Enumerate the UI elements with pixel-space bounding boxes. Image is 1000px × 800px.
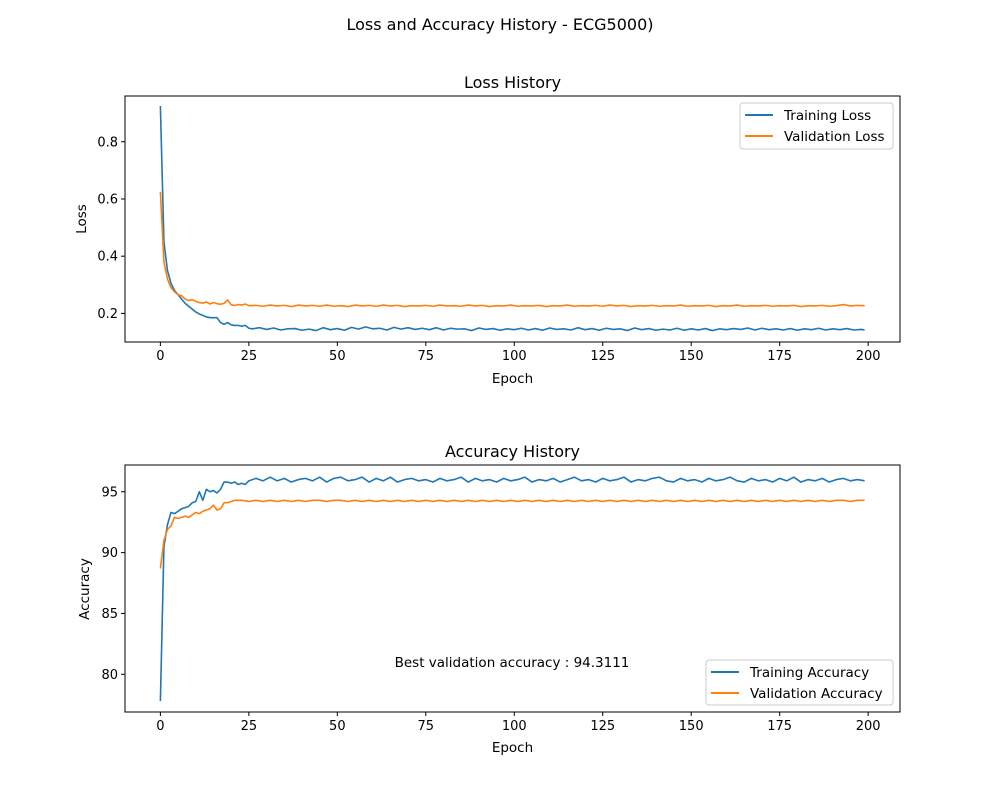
validation-loss-legend-label: Validation Loss (784, 129, 885, 145)
accuracy-x-tick-label: 100 (502, 719, 527, 734)
accuracy-y-tick-label: 90 (101, 546, 118, 561)
accuracy-x-tick-label: 125 (590, 719, 615, 734)
accuracy-chart-title: Accuracy History (445, 442, 580, 461)
accuracy-legend-box (705, 659, 894, 706)
validation-accuracy-legend-label: Validation Accuracy (750, 686, 883, 702)
accuracy-y-tick-label: 95 (101, 485, 118, 500)
accuracy-y-tick-label: 85 (101, 607, 118, 622)
accuracy-x-tick-label: 75 (418, 719, 435, 734)
loss-y-tick-label: 0.8 (97, 135, 118, 150)
accuracy-y-tick-label: 80 (101, 668, 118, 683)
loss-chart-title: Loss History (464, 73, 561, 92)
loss-y-tick-label: 0.2 (97, 307, 118, 322)
loss-x-tick-label: 75 (418, 349, 435, 364)
accuracy-x-tick-label: 200 (856, 719, 881, 734)
loss-y-axis-label: Loss (74, 204, 90, 234)
accuracy-x-tick-label: 50 (329, 719, 346, 734)
accuracy-x-tick-label: 0 (156, 719, 164, 734)
training-accuracy-line (159, 476, 865, 702)
loss-x-axis-label: Epoch (492, 371, 533, 387)
loss-x-tick-label: 150 (679, 349, 704, 364)
loss-x-tick-label: 175 (767, 349, 792, 364)
accuracy-plot-frame (124, 464, 901, 713)
loss-x-tick-label: 125 (590, 349, 615, 364)
training-loss-line (159, 105, 865, 332)
loss-x-tick-label: 0 (156, 349, 164, 364)
loss-y-tick-label: 0.4 (97, 250, 118, 265)
loss-legend-box (739, 102, 894, 150)
training-loss-legend-label: Training Loss (783, 108, 871, 124)
loss-y-tick-label: 0.6 (97, 192, 118, 207)
loss-x-tick-label: 50 (329, 349, 346, 364)
loss-axis-ticks: 0 25 50 75 100 125 150 175 200 0.2 0.4 0.6 0.8 (97, 135, 880, 364)
figure-title: Loss and Accuracy History - ECG5000) (346, 15, 653, 34)
validation-accuracy-line (159, 499, 865, 569)
loss-x-tick-label: 25 (241, 349, 258, 364)
loss-plot-frame (124, 95, 901, 343)
loss-legend: Training Loss Validation Loss (739, 102, 894, 150)
accuracy-x-tick-label: 175 (767, 719, 792, 734)
accuracy-subplot: Accuracy History Epoch Accuracy 0 25 50 75 1… (77, 442, 901, 756)
best-accuracy-annotation: Best validation accuracy : 94.3111 (395, 655, 630, 671)
loss-x-tick-label: 200 (856, 349, 881, 364)
accuracy-x-axis-label: Epoch (492, 740, 533, 756)
loss-subplot: Loss History Epoch Loss 0 25 50 75 100 125 150… (74, 73, 901, 387)
accuracy-axis-ticks: 0 25 50 75 100 125 150 175 200 80 85 90 95 (101, 485, 880, 734)
loss-x-tick-label: 100 (502, 349, 527, 364)
accuracy-x-tick-label: 150 (679, 719, 704, 734)
accuracy-x-tick-label: 25 (241, 719, 258, 734)
training-accuracy-legend-label: Training Accuracy (749, 665, 869, 681)
accuracy-y-axis-label: Accuracy (77, 558, 93, 620)
loss-series-lines (159, 105, 865, 332)
accuracy-legend: Training Accuracy Validation Accuracy (705, 659, 894, 706)
accuracy-series-lines (159, 476, 865, 702)
validation-loss-line (159, 191, 865, 308)
